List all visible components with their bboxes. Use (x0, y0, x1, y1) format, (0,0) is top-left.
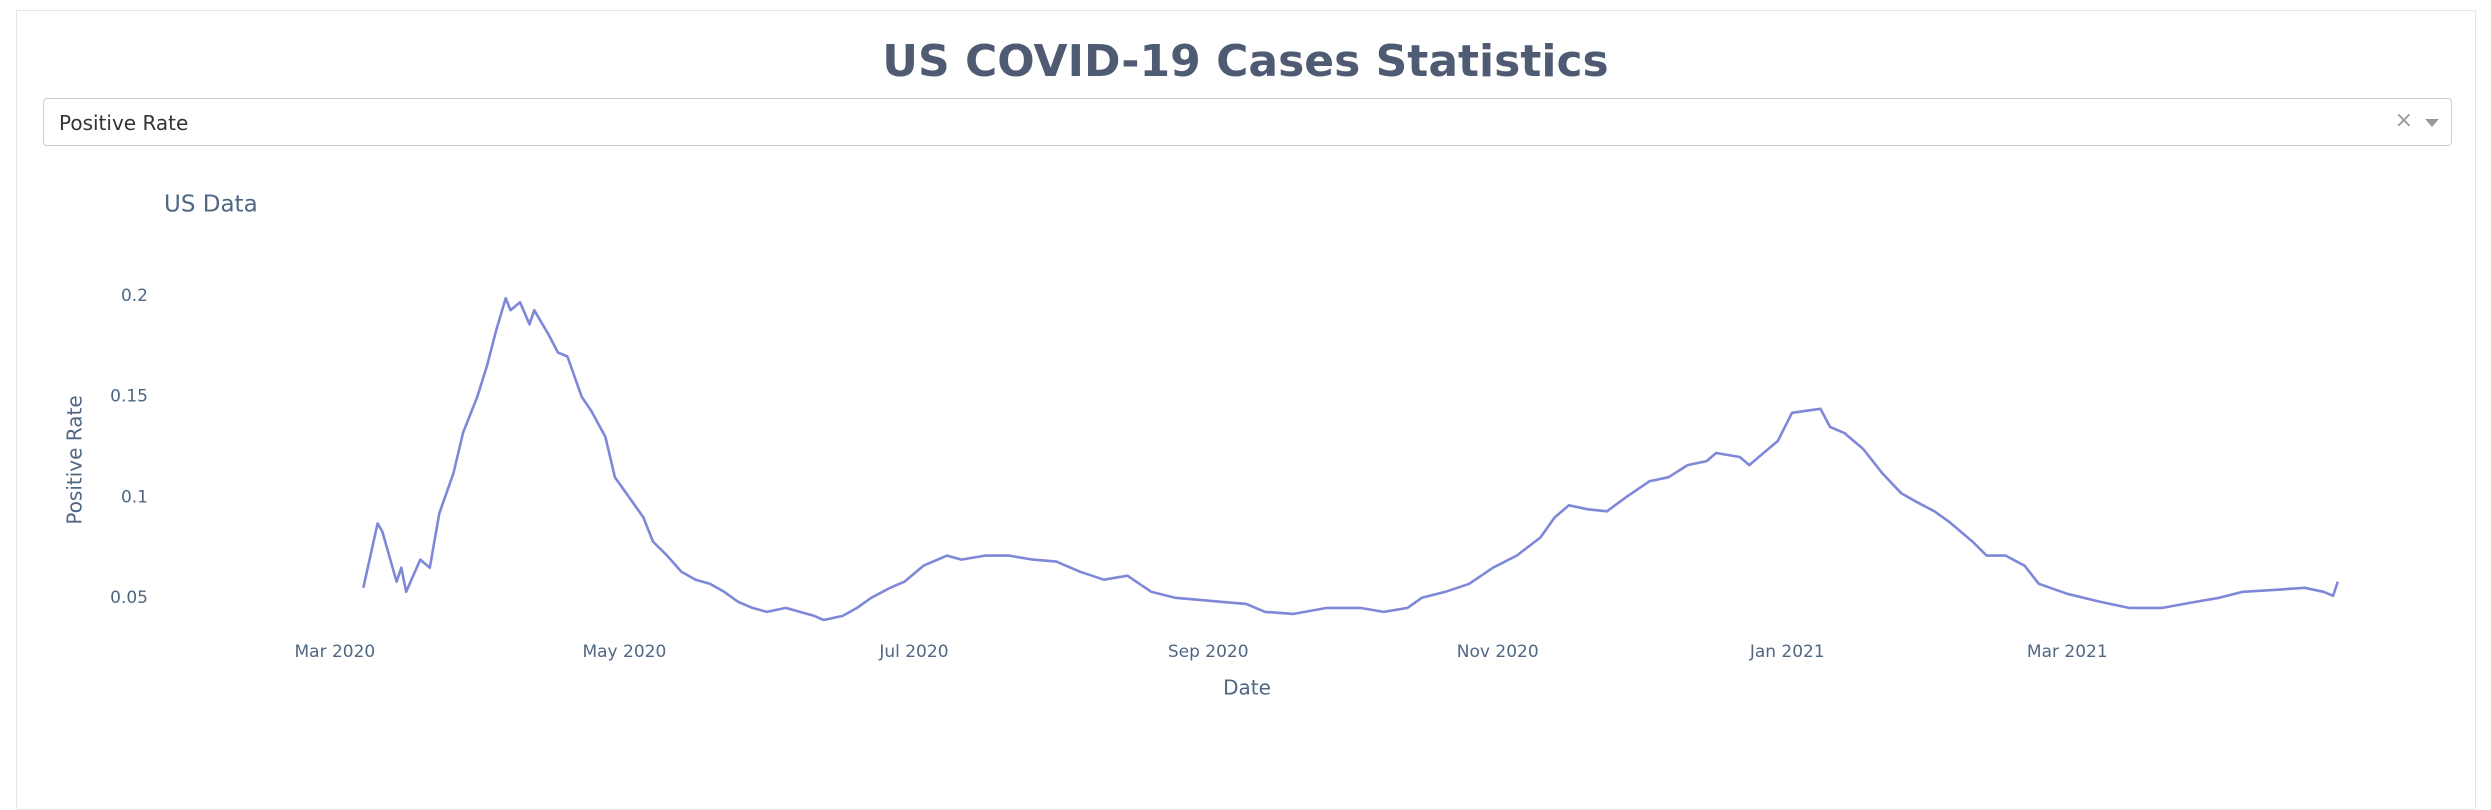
y-tick-label: 0.05 (110, 588, 148, 608)
x-tick-label: Sep 2020 (1168, 642, 1249, 662)
data-line (362, 296, 2340, 622)
dropdown-arrow[interactable] (2425, 119, 2439, 127)
page: US COVID-19 Cases Statistics Positive Ra… (16, 10, 2476, 810)
x-tick-label: Mar 2020 (294, 642, 375, 662)
x-tick-label: Nov 2020 (1457, 642, 1539, 662)
clear-button[interactable]: × (2394, 108, 2413, 133)
y-axis-title: Positive Rate (63, 395, 87, 524)
x-tick-label: May 2020 (582, 642, 666, 662)
y-tick-label: 0.1 (121, 487, 148, 507)
x-tick-label: Jul 2020 (878, 642, 948, 662)
chart-title: US Data (164, 192, 258, 218)
y-tick-label: 0.2 (121, 286, 148, 306)
y-tick-label: 0.15 (110, 387, 148, 407)
x-tick-label: Mar 2021 (2027, 642, 2108, 662)
x-axis-title: Date (1223, 676, 1271, 700)
metric-dropdown[interactable]: Positive Rate × (43, 98, 2452, 146)
chart: US Data Date Positive Rate 0.05 0.1 0.15 0.… (63, 192, 2340, 700)
x-tick-label: Jan 2021 (1749, 642, 1825, 662)
dropdown-value: Positive Rate (59, 111, 189, 135)
page-title: US COVID-19 Cases Statistics (882, 36, 1609, 87)
